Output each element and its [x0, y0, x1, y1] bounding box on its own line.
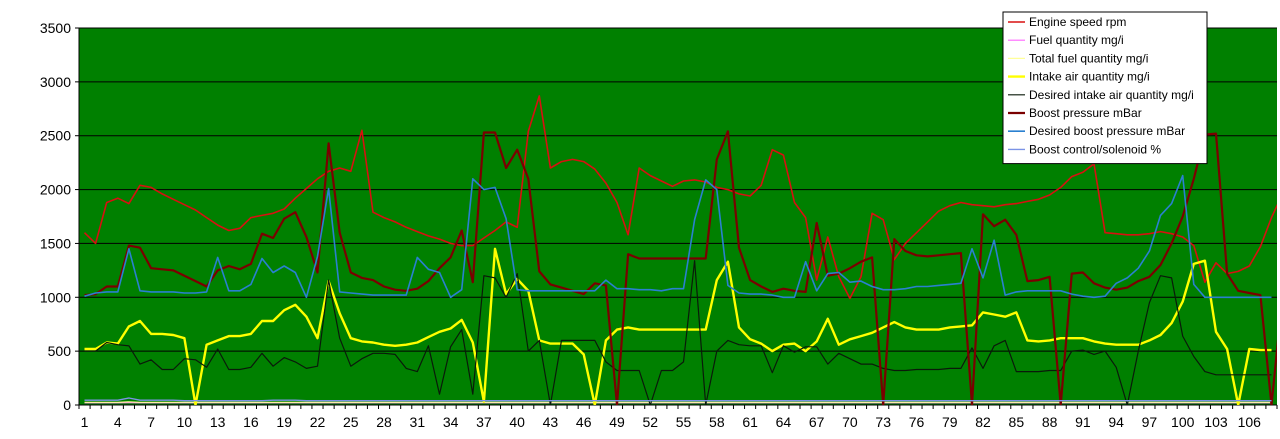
axes: 0 500 1000 1500 2000 2500 3000 3500 1 4 7 10 13 16 19 2…: [40, 20, 1278, 430]
x-tick-label: 85: [1009, 414, 1025, 430]
x-tick-label: 19: [276, 414, 292, 430]
x-tick-label: 16: [243, 414, 259, 430]
x-tick-label: 40: [509, 414, 525, 430]
x-tick-label: 91: [1075, 414, 1091, 430]
series-lines: [83, 95, 1277, 405]
legend-label: Total fuel quantity mg/i: [1029, 51, 1148, 65]
legend-box: [1002, 11, 1208, 165]
legend-label: Desired intake air quantity mg/i: [1029, 88, 1194, 102]
x-tick-label: 79: [942, 414, 958, 430]
x-tick-label: 55: [676, 414, 692, 430]
y-tick-label: 1000: [40, 289, 71, 305]
series-line-3: [84, 401, 1272, 403]
legend-label: Intake air quantity mg/i: [1029, 70, 1150, 84]
x-tick-label: 22: [310, 414, 326, 430]
x-tick-label: 61: [742, 414, 758, 430]
x-tick-label: 43: [543, 414, 559, 430]
x-tick-label: 94: [1108, 414, 1124, 430]
series-line-1: [83, 95, 1277, 300]
x-tick-label: 73: [875, 414, 891, 430]
y-tick-label: 500: [48, 343, 72, 359]
legend-label: Desired boost pressure mBar: [1029, 124, 1185, 138]
x-tick-label: 76: [909, 414, 925, 430]
y-tick-label: 2500: [40, 128, 71, 144]
x-tick-label: 52: [642, 414, 658, 430]
x-tick-label: 7: [147, 414, 155, 430]
x-tick-label: 100: [1171, 414, 1195, 430]
x-tick-label: 106: [1238, 414, 1262, 430]
series-line-5: [84, 260, 1272, 405]
y-tick-label: 2000: [40, 182, 71, 198]
y-tick-label: 0: [63, 397, 71, 413]
series-line-4: [84, 247, 1272, 405]
series-line-7: [84, 174, 1272, 299]
x-tick-label: 28: [376, 414, 392, 430]
legend-label: Engine speed rpm: [1029, 15, 1126, 29]
x-tick-label: 4: [114, 414, 122, 430]
series-line-8: [84, 397, 1272, 402]
x-tick-label: 103: [1204, 414, 1228, 430]
x-tick-label: 58: [709, 414, 725, 430]
y-tick-label: 3000: [40, 74, 71, 90]
x-tick-label: 97: [1142, 414, 1158, 430]
x-tick-label: 31: [410, 414, 426, 430]
y-tick-label: 1500: [40, 235, 71, 251]
legend-label: Boost pressure mBar: [1029, 106, 1142, 120]
x-tick-label: 70: [842, 414, 858, 430]
x-tick-label: 67: [809, 414, 825, 430]
x-tick-label: 64: [776, 414, 792, 430]
x-tick-label: 49: [609, 414, 625, 430]
y-tick-label: 3500: [40, 20, 71, 36]
legend-label: Fuel quantity mg/i: [1029, 33, 1124, 47]
legend: Engine speed rpm Fuel quantity mg/i Total …: [1002, 11, 1208, 165]
legend-label: Boost control/solenoid %: [1029, 142, 1161, 156]
x-tick-label: 13: [210, 414, 226, 430]
x-tick-label: 10: [177, 414, 193, 430]
x-tick-label: 46: [576, 414, 592, 430]
x-tick-label: 34: [443, 414, 459, 430]
x-tick-label: 82: [975, 414, 991, 430]
x-tick-label: 25: [343, 414, 359, 430]
x-tick-label: 1: [81, 414, 89, 430]
x-tick-label: 37: [476, 414, 492, 430]
x-tick-label: 88: [1042, 414, 1058, 430]
